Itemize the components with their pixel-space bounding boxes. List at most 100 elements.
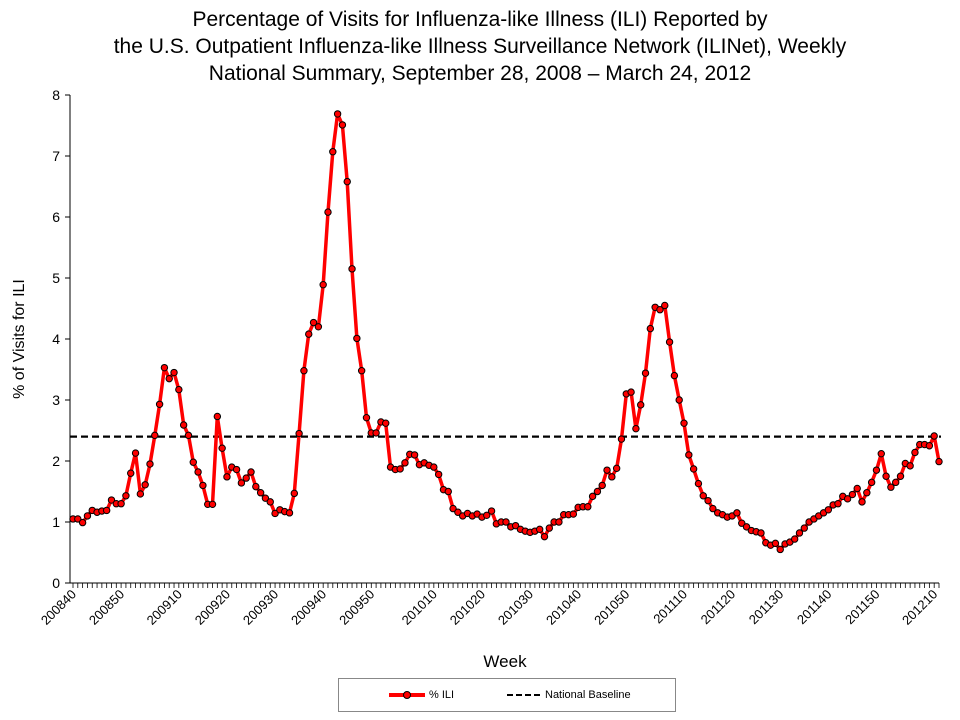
ili-data-point [906, 462, 914, 470]
ili-data-point [689, 465, 698, 473]
ili-data-point [685, 451, 693, 459]
ili-data-point [704, 496, 712, 505]
ili-data-point [627, 388, 635, 396]
ili-data-point [699, 492, 707, 500]
series-group [69, 110, 943, 554]
ili-data-point [127, 469, 135, 477]
ili-data-point [738, 519, 746, 527]
ili-data-point [141, 481, 149, 489]
y-tick-label: 8 [52, 87, 60, 103]
ili-data-point [122, 492, 130, 500]
ili-data-point [555, 518, 563, 526]
ili-data-point [410, 451, 419, 459]
y-tick-label: 5 [52, 270, 60, 286]
ili-data-point [444, 487, 452, 496]
ili-data-point [223, 473, 231, 481]
ili-data-point [709, 504, 717, 513]
ili-data-point [314, 323, 323, 331]
x-tick-label: 201110 [650, 587, 690, 627]
ili-data-point [107, 496, 116, 504]
ili-data-point [199, 481, 207, 490]
ili-data-point [742, 523, 751, 531]
ili-data-point [540, 532, 549, 541]
ili-data-point [834, 500, 842, 508]
y-tick-label: 2 [52, 453, 60, 469]
ili-data-point [795, 529, 804, 537]
legend-label: % ILI [429, 689, 455, 701]
ili-data-point [661, 301, 669, 310]
ili-data-point [146, 460, 154, 468]
ili-data-point [434, 470, 443, 479]
ili-data-point [511, 521, 520, 530]
legend-label: National Baseline [545, 689, 631, 701]
ili-data-point [208, 500, 217, 509]
y-tick-label: 7 [52, 148, 60, 164]
ili-data-point [887, 483, 895, 491]
ili-data-point [165, 374, 173, 383]
ili-data-point [637, 401, 645, 409]
x-tick-label: 200840 [38, 587, 79, 628]
x-tick-label: 200930 [240, 587, 281, 628]
ili-data-point [925, 442, 934, 450]
ili-data-point [338, 121, 347, 129]
legend: % ILI National Baseline [338, 678, 676, 712]
ili-data-point [78, 518, 87, 527]
ili-data-point [911, 448, 919, 457]
ili-data-point [136, 490, 145, 498]
x-tick-label: 201130 [746, 587, 787, 628]
ili-data-point [584, 503, 592, 511]
ili-data-point [877, 449, 885, 458]
ili-data-point [213, 412, 222, 421]
title-line: Percentage of Visits for Influenza-like … [192, 8, 768, 31]
x-tick-label: 201010 [399, 587, 440, 628]
ili-data-point [603, 466, 611, 474]
ili-data-point [608, 473, 616, 481]
legend-line-marker-icon [389, 691, 425, 699]
ili-data-point [665, 338, 674, 346]
ili-data-point [305, 330, 313, 338]
ili-data-point [218, 444, 226, 452]
ili-data-point [266, 498, 274, 506]
ili-data-point [151, 431, 159, 440]
ili-data-point [824, 506, 833, 514]
x-tick-label: 200920 [192, 587, 233, 628]
x-tick-label: 201040 [543, 587, 584, 628]
ili-data-point [247, 468, 255, 476]
x-tick-label: 201020 [447, 587, 488, 628]
ili-data-point [632, 424, 640, 433]
ili-data-point [261, 494, 270, 502]
ili-data-point [232, 465, 241, 474]
x-tick-label: 201150 [842, 587, 883, 628]
ili-data-point [569, 510, 578, 518]
ili-data-point [449, 504, 457, 513]
ili-data-point [242, 474, 250, 482]
x-tick-label: 201120 [698, 587, 739, 628]
ili-data-point [733, 509, 741, 517]
y-axis-label: % of Visits for ILI [11, 279, 28, 399]
ili-data-point [372, 429, 380, 437]
ili-data-point [641, 369, 650, 377]
ili-data-point [357, 367, 366, 375]
y-tick-label: 0 [52, 575, 60, 591]
ili-data-point [309, 318, 318, 327]
ili-data-point [362, 413, 371, 422]
ili-data-point [588, 492, 597, 501]
ili-data-point [896, 472, 905, 480]
ili-data-point [290, 489, 299, 498]
ili-data-point [348, 265, 356, 273]
ili-data-point [256, 489, 265, 497]
ili-data-point [194, 468, 202, 476]
ili-data-point [396, 465, 404, 473]
ili-data-point [935, 457, 943, 466]
ili-data-point [612, 464, 621, 473]
legend-dashed-line-icon [507, 694, 541, 696]
ili-data-point [237, 479, 246, 487]
ili-data-point [858, 498, 866, 506]
ili-data-point [843, 495, 852, 503]
title-line: National Summary, September 28, 2008 – M… [208, 62, 752, 85]
x-tick-label: 201140 [794, 587, 835, 628]
ili-data-point [867, 478, 876, 487]
ili-data-point [800, 524, 808, 532]
ili-data-point [892, 478, 900, 487]
